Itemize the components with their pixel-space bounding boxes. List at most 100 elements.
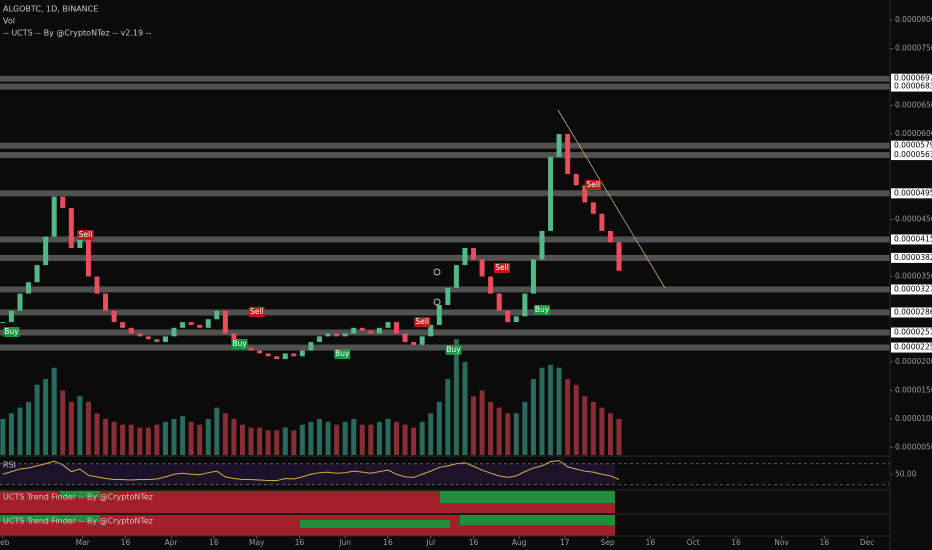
level-label: 0.00006832 [894, 82, 932, 91]
level-label: 0.00005630 [894, 150, 932, 159]
volume-bar [103, 418, 109, 455]
level-band [0, 329, 890, 336]
volume-bar [334, 424, 340, 455]
signal-label: Buy [232, 339, 247, 348]
candle [282, 353, 288, 360]
candle [265, 353, 271, 357]
candle [128, 327, 134, 334]
x-tick-label: 16 [646, 538, 656, 547]
volume-bar [368, 424, 374, 455]
volume-bar [530, 379, 536, 455]
volume-bar [17, 407, 23, 455]
volume-bar [239, 424, 245, 455]
signal-box [231, 339, 248, 350]
level-label-box [891, 81, 932, 92]
level-band [0, 344, 890, 351]
volume-bar [180, 416, 186, 455]
volume-bar [428, 413, 434, 455]
candle [197, 324, 203, 328]
volume-bar [77, 396, 83, 455]
volume-bar [385, 418, 391, 455]
signal-label: Buy [4, 327, 19, 336]
level-label: 0.00003272 [894, 284, 932, 293]
x-tick-label: Feb [0, 538, 10, 547]
volume-bar [488, 401, 494, 455]
volume-bar [308, 421, 314, 455]
x-tick-label: Oct [687, 538, 700, 547]
volume-bar [513, 413, 519, 455]
candle [496, 293, 502, 311]
volume-bar [94, 413, 100, 455]
candle [376, 327, 382, 334]
volume-bar [616, 418, 622, 455]
signals: Buy Sell Buy Sell Buy Sell Buy Sell Buy Sell [3, 180, 602, 360]
volume-bar [128, 424, 134, 455]
level-label-box [891, 234, 932, 245]
volume-bar [376, 421, 382, 455]
candle [51, 196, 57, 237]
trend-fill [460, 515, 615, 525]
candle [34, 265, 40, 283]
candle [94, 276, 100, 294]
candle [505, 310, 511, 323]
candle [394, 322, 400, 334]
candle [68, 208, 74, 248]
volume-bar [419, 421, 425, 455]
volume-bar [445, 379, 451, 455]
trend-fill [440, 491, 615, 503]
trend-label: UCTS Trend Finder -- By @CryptoNTez [3, 493, 153, 502]
y-tick-label: 0.00002000 [895, 357, 932, 366]
volume-bar [214, 407, 220, 455]
axes: 0.00008000 0.00007500 0.00006500 0.00006000… [0, 15, 932, 547]
volume-bar [265, 430, 271, 455]
volume-bar [274, 430, 280, 455]
candle [291, 353, 297, 357]
candle [257, 350, 263, 354]
candle [590, 202, 596, 214]
x-tick-label: Jul [425, 538, 435, 547]
candle [530, 259, 536, 294]
level-band [0, 190, 890, 197]
x-tick-label: May [249, 538, 265, 547]
level-label-box [891, 140, 932, 151]
candle [368, 330, 374, 334]
trend-fill [300, 520, 450, 528]
level-label: 0.00004150 [894, 234, 932, 243]
candle [274, 356, 280, 360]
volume-bar [394, 421, 400, 455]
candle [565, 133, 571, 174]
rsi-line [2, 460, 620, 482]
alert-icon [433, 268, 441, 276]
candle [334, 333, 340, 337]
candle [513, 316, 519, 323]
volume-bar [8, 413, 14, 455]
volume-bar [351, 418, 357, 455]
volume-bar [573, 384, 579, 455]
candle [214, 310, 220, 320]
level-label: 0.00002517 [894, 328, 932, 337]
level-label: 0.00004959 [894, 188, 932, 197]
candle [205, 319, 211, 328]
x-tick-label: Sep [601, 538, 615, 547]
volume-bar [51, 367, 57, 455]
volume-bar [316, 418, 322, 455]
volume-bar [43, 379, 49, 455]
candle [162, 336, 168, 343]
candle [145, 336, 151, 340]
volume-bar [257, 427, 263, 455]
x-tick-label: 16 [731, 538, 741, 547]
volume-bar [299, 424, 305, 455]
candle [556, 133, 562, 157]
volume-bar [505, 413, 511, 455]
level-label: 0.00002253 [894, 343, 932, 352]
candle [359, 327, 365, 331]
volume-bar [342, 421, 348, 455]
candle [402, 333, 408, 343]
signal-label: Buy [535, 305, 550, 314]
candle [248, 347, 254, 351]
candle [488, 276, 494, 294]
level-label-box [891, 307, 932, 318]
signal-label: Buy [335, 349, 350, 358]
y-tick-label: 0.00003500 [895, 271, 932, 280]
candle [8, 310, 14, 323]
